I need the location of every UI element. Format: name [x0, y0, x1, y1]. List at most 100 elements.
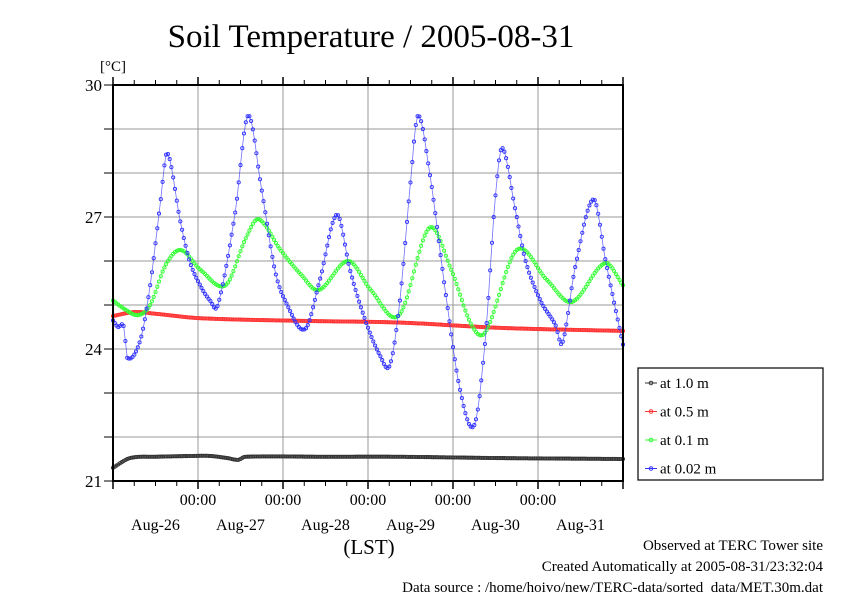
data-point	[587, 203, 592, 208]
data-point	[286, 305, 291, 310]
data-point	[417, 249, 422, 254]
data-point	[234, 457, 240, 462]
data-point	[380, 358, 385, 363]
data-point	[530, 257, 535, 262]
data-point	[505, 264, 510, 269]
data-point	[449, 267, 454, 272]
data-point	[256, 164, 261, 169]
data-point	[401, 305, 406, 310]
data-point	[376, 350, 381, 355]
data-point	[335, 213, 340, 218]
data-point	[605, 266, 610, 271]
data-point	[229, 273, 234, 278]
data-point	[435, 231, 440, 236]
data-point	[560, 339, 565, 344]
data-point	[238, 163, 243, 168]
data-point	[589, 276, 594, 281]
x-time-label: 00:00	[520, 492, 556, 509]
data-point	[491, 215, 496, 220]
data-point	[424, 229, 429, 234]
x-date-label: Aug-28	[301, 517, 350, 534]
data-point	[146, 295, 151, 300]
data-point	[566, 310, 571, 316]
x-date-label: Aug-31	[556, 517, 605, 534]
data-point	[507, 260, 512, 265]
legend-swatch-marker	[648, 466, 654, 471]
data-point	[481, 360, 486, 365]
data-point	[158, 274, 163, 279]
data-point	[123, 338, 128, 344]
data-point	[454, 281, 459, 287]
data-point	[447, 319, 452, 324]
data-point	[449, 332, 454, 337]
data-point	[305, 322, 310, 328]
data-point	[203, 291, 208, 296]
legend-box	[637, 367, 824, 481]
data-point	[118, 312, 123, 317]
data-point	[374, 347, 379, 352]
x-axis-label: (LST)	[343, 535, 394, 559]
data-point	[406, 289, 411, 294]
data-point	[241, 131, 247, 136]
data-point	[300, 327, 305, 332]
data-point	[266, 228, 271, 233]
data-point	[500, 281, 505, 286]
data-point	[259, 188, 264, 193]
data-point	[394, 327, 399, 333]
data-point	[387, 364, 392, 369]
data-point	[429, 184, 434, 190]
data-point	[307, 318, 312, 323]
data-point	[249, 118, 254, 124]
data-point	[252, 138, 257, 143]
data-point	[615, 274, 620, 280]
data-point	[137, 340, 142, 345]
data-point	[160, 269, 165, 274]
data-point	[224, 263, 229, 268]
data-point	[562, 332, 567, 337]
x-date-label: Aug-26	[131, 517, 180, 534]
data-point	[551, 320, 556, 325]
data-point	[512, 206, 518, 211]
data-point	[360, 310, 365, 315]
data-point	[548, 314, 553, 319]
y-tick-label: 24	[85, 340, 103, 359]
data-point	[574, 256, 580, 261]
data-point	[613, 271, 618, 277]
data-point	[601, 246, 606, 251]
data-point	[472, 423, 477, 428]
data-point	[270, 254, 275, 259]
data-point	[612, 300, 617, 305]
data-point	[617, 277, 622, 283]
data-point	[567, 298, 572, 303]
x-date-label: Aug-27	[216, 517, 265, 534]
data-point	[195, 279, 201, 284]
y-axis-unit: [°C]	[100, 59, 126, 75]
data-point	[155, 284, 160, 289]
data-point	[475, 407, 480, 412]
data-point	[392, 340, 397, 345]
data-point	[319, 269, 325, 274]
data-point	[358, 305, 363, 310]
data-point	[245, 232, 250, 237]
data-point	[353, 287, 358, 293]
data-point	[284, 301, 289, 306]
data-point	[210, 302, 215, 307]
data-point	[403, 241, 408, 246]
data-point	[528, 275, 533, 280]
x-date-label: Aug-29	[386, 517, 435, 534]
data-point	[280, 294, 286, 299]
data-point	[312, 297, 317, 302]
data-point	[486, 324, 491, 329]
data-point	[502, 275, 507, 280]
data-point	[458, 292, 463, 297]
data-point	[265, 221, 270, 226]
data-point	[527, 270, 532, 275]
data-point	[126, 456, 131, 461]
data-point	[156, 279, 162, 284]
data-point	[608, 283, 613, 288]
data-point	[332, 216, 337, 221]
data-point	[121, 323, 126, 329]
data-point	[245, 114, 250, 119]
data-point	[573, 265, 578, 270]
